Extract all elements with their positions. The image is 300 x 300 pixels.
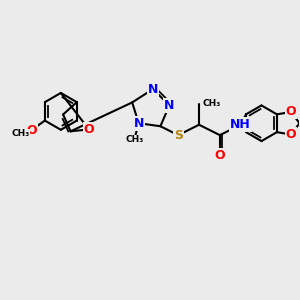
Text: O: O [84,123,94,136]
Text: O: O [214,149,225,162]
Text: O: O [286,128,296,141]
Text: CH₃: CH₃ [11,129,29,138]
Text: O: O [26,124,37,136]
Text: O: O [286,106,296,118]
Text: S: S [174,129,183,142]
Text: CH₃: CH₃ [202,99,220,108]
Text: N: N [164,99,175,112]
Text: N: N [148,82,158,96]
Text: N: N [134,117,144,130]
Text: CH₃: CH₃ [125,135,143,144]
Text: NH: NH [230,118,251,131]
